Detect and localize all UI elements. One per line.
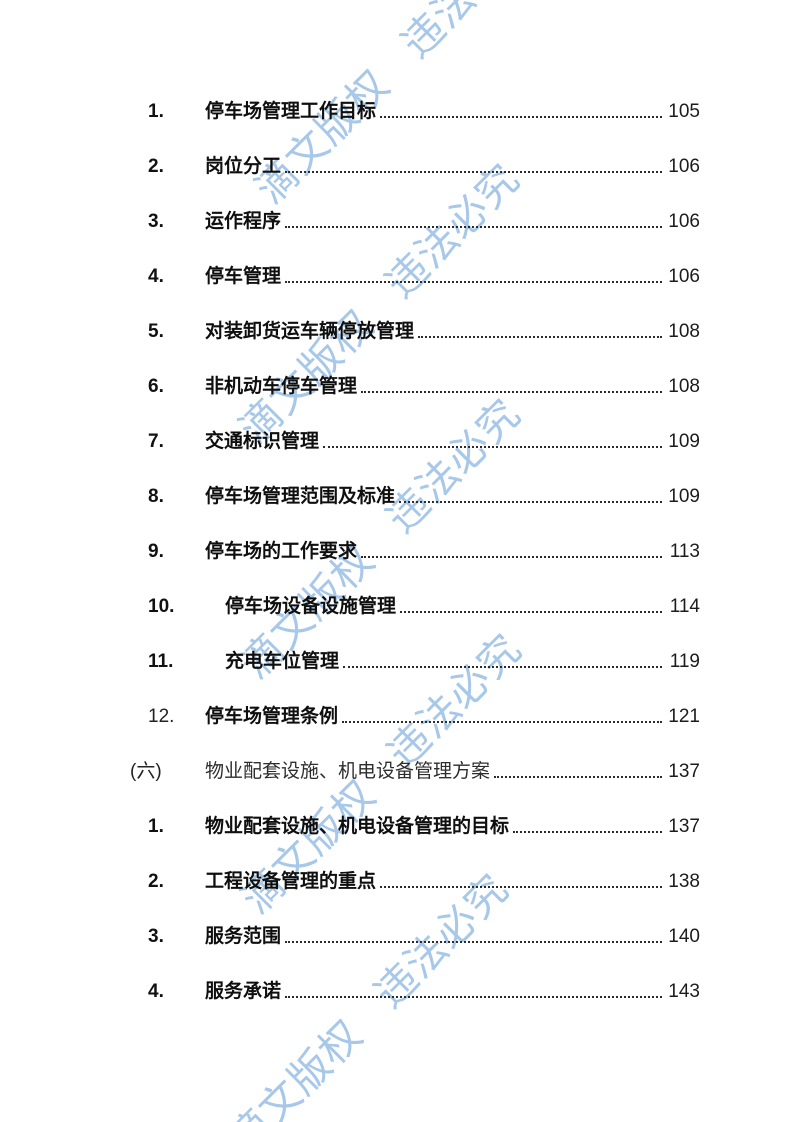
toc-entry-title: 物业配套设施、机电设备管理的目标 — [205, 816, 510, 837]
toc-entry-number: 4. — [148, 981, 164, 1002]
toc-entry-page: 114 — [669, 596, 700, 617]
toc-entry-number: 6. — [148, 376, 164, 397]
toc-entry-page: 108 — [668, 376, 700, 397]
toc-entry-page: 140 — [668, 926, 700, 947]
toc-entry-number: 9. — [148, 541, 164, 562]
dot-leader — [494, 775, 662, 778]
dot-leader — [380, 115, 662, 118]
toc-entry-title: 交通标识管理 — [205, 431, 320, 452]
toc-entry-number: 2. — [148, 156, 164, 177]
toc-entry[interactable]: 2. 岗位分工 106 — [130, 157, 700, 176]
toc-entry-title: 运作程序 — [205, 211, 282, 232]
toc-entry-number: (六) — [130, 761, 162, 782]
toc-entry[interactable]: 4. 服务承诺 143 — [130, 982, 700, 1001]
dot-leader — [343, 665, 662, 668]
toc-entry[interactable]: 11. 充电车位管理 119 — [130, 652, 700, 671]
dot-leader — [400, 610, 662, 613]
toc-entry-page: 121 — [668, 706, 700, 727]
dot-leader — [285, 280, 662, 283]
dot-leader — [513, 830, 662, 833]
toc-entry-number: 7. — [148, 431, 164, 452]
toc-entry-number: 1. — [148, 816, 164, 837]
toc-entry-page: 106 — [668, 266, 700, 287]
toc-entry[interactable]: 9. 停车场的工作要求 113 — [130, 542, 700, 561]
dot-leader — [285, 170, 662, 173]
toc-entry-title: 停车场管理范围及标准 — [205, 486, 396, 507]
toc-entry-page: 138 — [668, 871, 700, 892]
toc-entry[interactable]: 1. 停车场管理工作目标 105 — [130, 102, 700, 121]
toc-entry-title: 对装卸货运车辆停放管理 — [205, 321, 415, 342]
toc-entry-title: 充电车位管理 — [225, 651, 340, 672]
toc-entry-page: 105 — [668, 101, 700, 122]
toc-entry-number: 3. — [148, 211, 164, 232]
dot-leader — [418, 335, 662, 338]
toc-entry-page: 106 — [668, 156, 700, 177]
toc-entry-page: 137 — [668, 816, 700, 837]
toc-entry[interactable]: 10. 停车场设备设施管理 114 — [130, 597, 700, 616]
dot-leader — [380, 885, 662, 888]
toc-list: 1. 停车场管理工作目标 105 2. 岗位分工 106 3. 运作程序 106… — [130, 102, 700, 1001]
toc-entry-page: 106 — [668, 211, 700, 232]
toc-entry-page: 108 — [668, 321, 700, 342]
toc-entry[interactable]: 6. 非机动车停车管理 108 — [130, 377, 700, 396]
toc-entry-page: 109 — [668, 431, 700, 452]
toc-entry-title: 停车管理 — [205, 266, 282, 287]
toc-entry-title: 工程设备管理的重点 — [205, 871, 377, 892]
toc-entry-page: 119 — [669, 651, 700, 672]
toc-entry-title: 停车场设备设施管理 — [225, 596, 397, 617]
toc-entry-number: 8. — [148, 486, 164, 507]
toc-entry[interactable]: 5. 对装卸货运车辆停放管理 108 — [130, 322, 700, 341]
toc-entry[interactable]: 8. 停车场管理范围及标准 109 — [130, 487, 700, 506]
toc-entry-title: 停车场的工作要求 — [205, 541, 358, 562]
toc-entry-title: 非机动车停车管理 — [205, 376, 358, 397]
dot-leader — [323, 445, 662, 448]
toc-entry-page: 109 — [668, 486, 700, 507]
dot-leader — [342, 720, 662, 723]
toc-entry-title: 服务承诺 — [205, 981, 282, 1002]
toc-entry-number: 3. — [148, 926, 164, 947]
toc-entry[interactable]: 3. 运作程序 106 — [130, 212, 700, 231]
toc-entry-title: 停车场管理工作目标 — [205, 101, 377, 122]
toc-entry-page: 113 — [669, 541, 700, 562]
dot-leader — [361, 390, 662, 393]
toc-entry[interactable]: 1. 物业配套设施、机电设备管理的目标 137 — [130, 817, 700, 836]
toc-entry-number: 4. — [148, 266, 164, 287]
toc-entry-number: 1. — [148, 101, 164, 122]
toc-entry-title: 服务范围 — [205, 926, 282, 947]
toc-entry[interactable]: 12. 停车场管理条例 121 — [130, 707, 700, 726]
toc-entry[interactable]: 4. 停车管理 106 — [130, 267, 700, 286]
toc-entry-number: 10. — [148, 596, 175, 617]
toc-entry-page: 143 — [668, 981, 700, 1002]
toc-entry-number: 5. — [148, 321, 164, 342]
dot-leader — [361, 555, 662, 558]
dot-leader — [285, 940, 662, 943]
toc-entry-number: 2. — [148, 871, 164, 892]
dot-leader — [285, 225, 662, 228]
toc-entry-title: 岗位分工 — [205, 156, 282, 177]
toc-entry[interactable]: 2. 工程设备管理的重点 138 — [130, 872, 700, 891]
dot-leader — [285, 995, 662, 998]
toc-entry[interactable]: 7. 交通标识管理 109 — [130, 432, 700, 451]
toc-entry-number: 12. — [148, 706, 175, 727]
toc-entry-page: 137 — [668, 761, 700, 782]
toc-entry[interactable]: 3. 服务范围 140 — [130, 927, 700, 946]
toc-entry-title: 停车场管理条例 — [205, 706, 339, 727]
toc-entry-title: 物业配套设施、机电设备管理方案 — [205, 761, 491, 782]
toc-entry[interactable]: (六) 物业配套设施、机电设备管理方案 137 — [130, 762, 700, 781]
toc-entry-number: 11. — [148, 651, 174, 672]
dot-leader — [399, 500, 662, 503]
